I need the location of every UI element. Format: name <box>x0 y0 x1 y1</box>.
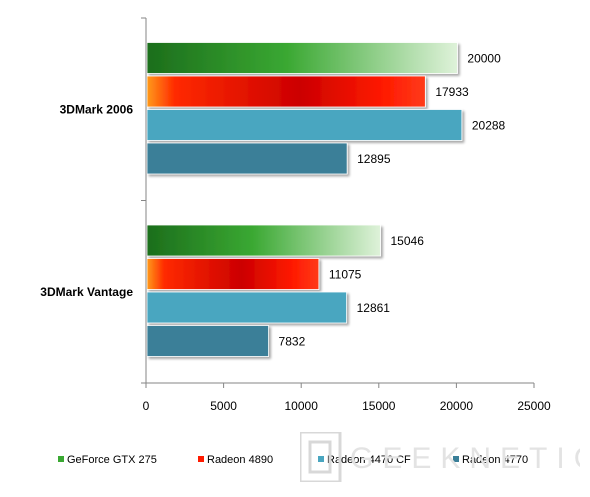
bar-radeon-4770-3dmark-2006 <box>146 142 348 175</box>
bar-radeon-4470-cf-3dmark-2006 <box>146 109 463 141</box>
data-label: 20288 <box>472 119 506 133</box>
data-label: 11075 <box>329 268 362 282</box>
legend-label-radeon-4770: Radeon 4770 <box>462 454 528 466</box>
legend-swatch-radeon-4770 <box>453 456 459 462</box>
watermark-logo: GEEKNETIC <box>300 432 580 482</box>
legend-label-radeon-4470-cf: Radeon 4470 CF <box>327 454 411 466</box>
data-label: 12861 <box>357 301 391 315</box>
x-tick-label: 15000 <box>362 399 396 413</box>
data-label: 20000 <box>467 52 501 66</box>
data-label: 7832 <box>279 335 306 349</box>
legend-label-geforce-gtx-275: GeForce GTX 275 <box>67 454 157 466</box>
bar-radeon-4890-3dmark-2006 <box>146 75 426 108</box>
x-tick-label: 25000 <box>517 399 551 413</box>
plot-area: 0 5000 10000 15000 20000 25000 3DMark 2006 2000… <box>40 17 551 413</box>
x-tick-label: 10000 <box>285 399 319 413</box>
bar-geforce-gtx-275-3dmark-vantage <box>146 224 381 257</box>
data-label: 12895 <box>357 152 391 166</box>
legend-swatch-geforce-gtx-275 <box>58 456 64 462</box>
data-label: 17933 <box>435 85 469 99</box>
data-label: 15046 <box>391 234 425 248</box>
category-label-3dmark-2006: 3DMark 2006 <box>60 102 134 116</box>
bar-radeon-4470-cf-3dmark-vantage <box>146 291 348 324</box>
legend-swatch-radeon-4890 <box>198 456 204 462</box>
bar-geforce-gtx-275-3dmark-2006 <box>146 42 458 74</box>
legend-label-radeon-4890: Radeon 4890 <box>207 454 273 466</box>
x-tick-label: 20000 <box>440 399 474 413</box>
x-tick-label: 0 <box>143 399 150 413</box>
legend-swatch-radeon-4470-cf <box>318 456 324 462</box>
x-tick-label: 5000 <box>210 399 237 413</box>
bar-radeon-4770-3dmark-vantage <box>146 325 269 357</box>
category-label-3dmark-vantage: 3DMark Vantage <box>40 285 133 299</box>
svg-text:GEEKNETIC: GEEKNETIC <box>350 442 580 475</box>
legend: GeForce GTX 275 Radeon 4890 Radeon 4470 CF… <box>58 454 528 466</box>
bar-radeon-4890-3dmark-vantage <box>146 258 320 290</box>
